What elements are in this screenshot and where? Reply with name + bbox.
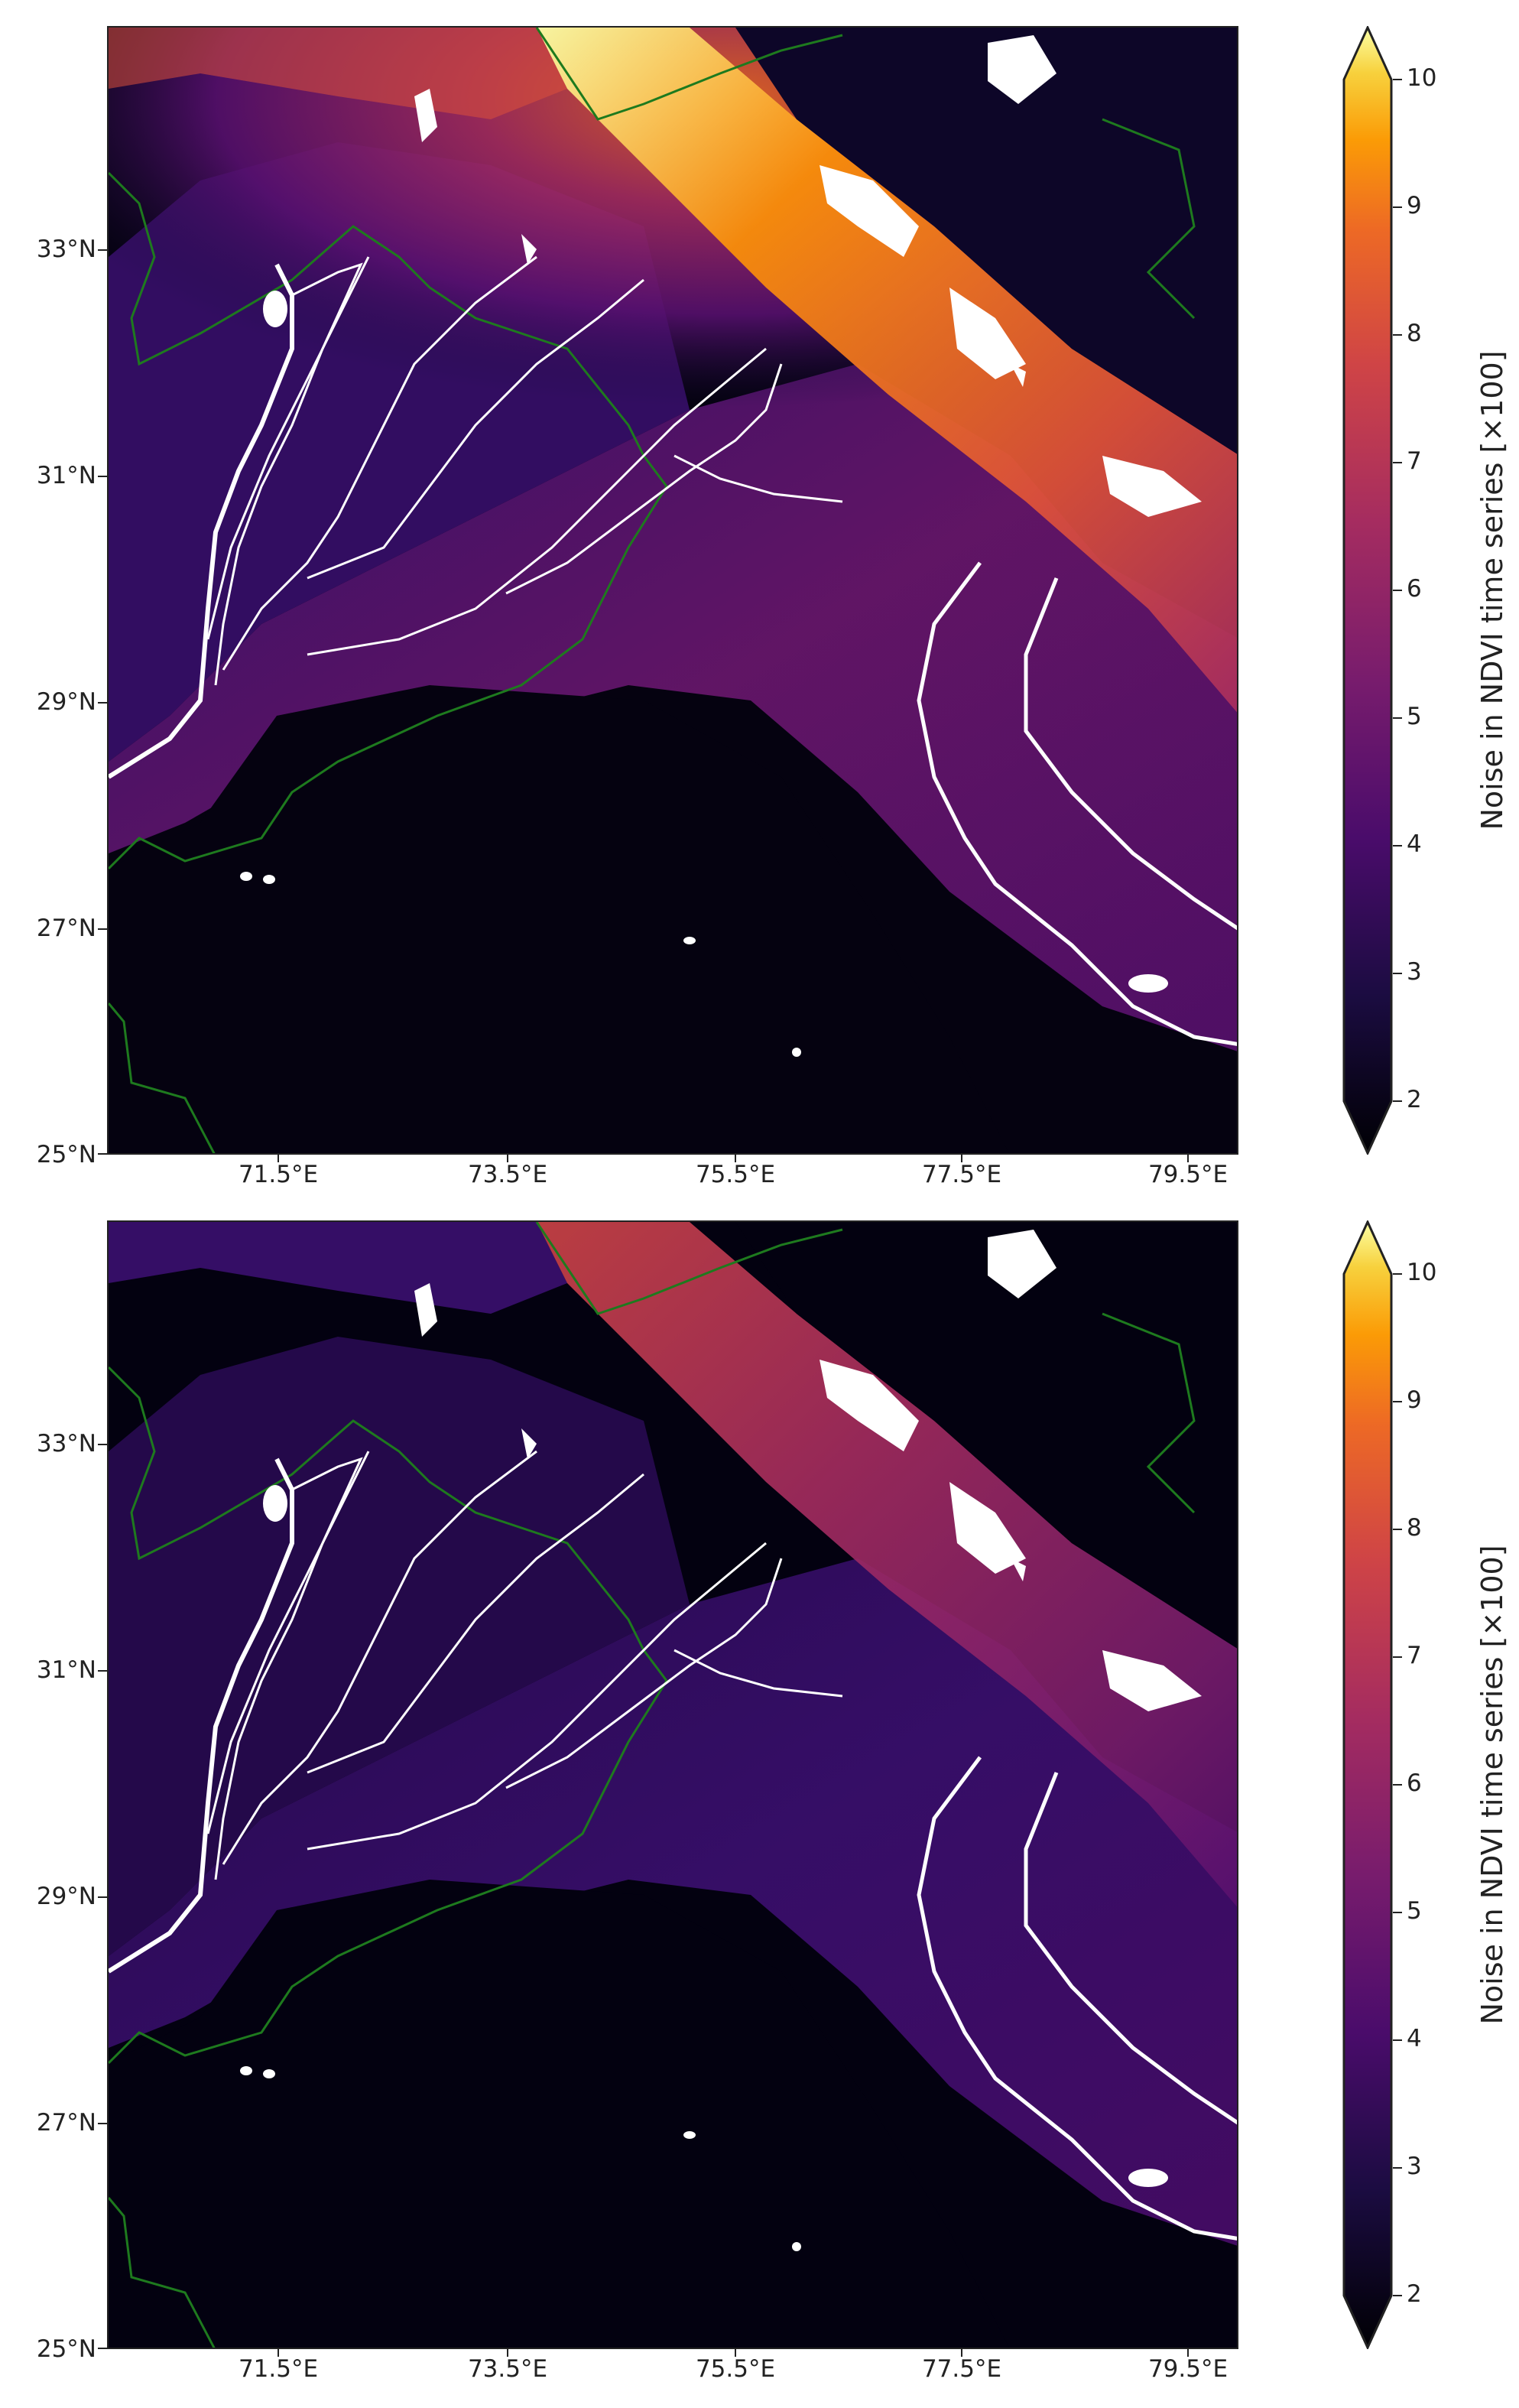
colorbar-tick-label: 2 [1407, 2280, 1422, 2308]
x-tick-mark [961, 1155, 962, 1162]
ndvi-noise-map-bottom [107, 1220, 1238, 2349]
map-raster-bottom [109, 1222, 1237, 2348]
x-tick-label: 75.5°E [695, 2355, 776, 2383]
y-tick-label: 33°N [36, 1430, 96, 1457]
x-tick-label: 77.5°E [921, 2355, 1002, 2383]
colorbar-tick-label: 7 [1407, 447, 1422, 475]
x-tick-label: 73.5°E [467, 2355, 548, 2383]
colorbar-tick-mark [1393, 1529, 1402, 1530]
colorbar-tick-label: 2 [1407, 1086, 1422, 1113]
x-tick-label: 75.5°E [695, 1161, 776, 1188]
colorbar-top [1342, 26, 1393, 1155]
colorbar-tick-mark [1393, 717, 1402, 719]
colorbar-tick-mark [1393, 590, 1402, 591]
x-tick-mark [507, 2349, 508, 2357]
colorbar-tick-mark [1393, 1100, 1402, 1102]
colorbar-tick-mark [1393, 845, 1402, 847]
colorbar-tick-mark [1393, 1273, 1402, 1275]
y-tick-mark [98, 928, 107, 930]
colorbar-tick-mark [1393, 79, 1402, 80]
colorbar-label: Noise in NDVI time series [×100] [1475, 350, 1509, 830]
colorbar-tick-label: 3 [1407, 2153, 1422, 2180]
colorbar-tick-label: 3 [1407, 958, 1422, 986]
colorbar-tick-label: 8 [1407, 1514, 1422, 1542]
y-tick-mark [98, 2348, 107, 2349]
colorbar-tick-label: 5 [1407, 703, 1422, 730]
y-tick-label: 27°N [36, 2109, 96, 2137]
colorbar-tick-mark [1393, 1912, 1402, 1913]
x-tick-label: 79.5°E [1147, 2355, 1229, 2383]
colorbar-tick-mark [1393, 2295, 1402, 2296]
x-tick-label: 79.5°E [1147, 1161, 1229, 1188]
map-panel-top: 33°N 31°N 29°N 27°N 25°N 71.5°E 73.5°E 7… [0, 0, 1519, 1193]
x-tick-mark [1187, 1155, 1189, 1162]
colorbar-tick-mark [1393, 462, 1402, 463]
y-tick-mark [98, 702, 107, 704]
y-tick-label: 25°N [36, 2335, 96, 2363]
map-raster-top [109, 28, 1237, 1153]
x-tick-label: 71.5°E [238, 1161, 319, 1188]
x-tick-mark [961, 2349, 962, 2357]
x-tick-mark [1187, 2349, 1189, 2357]
y-tick-mark [98, 476, 107, 477]
colorbar-tick-mark [1393, 1784, 1402, 1786]
y-tick-mark [98, 1153, 107, 1155]
y-tick-mark [98, 1670, 107, 1672]
x-tick-label: 71.5°E [238, 2355, 319, 2383]
y-tick-mark [98, 1444, 107, 1445]
colorbar-bottom [1342, 1220, 1393, 2349]
colorbar-tick-mark [1393, 1401, 1402, 1402]
colorbar-tick-label: 7 [1407, 1642, 1422, 1669]
colorbar-tick-label: 10 [1407, 64, 1437, 92]
colorbar-tick-label: 6 [1407, 575, 1422, 603]
colorbar-tick-label: 9 [1407, 192, 1422, 219]
colorbar-tick-mark [1393, 1656, 1402, 1658]
colorbar-tick-mark [1393, 973, 1402, 974]
colorbar-tick-mark [1393, 206, 1402, 208]
y-tick-label: 31°N [36, 1656, 96, 1684]
map-panel-bottom: 33°N 31°N 29°N 27°N 25°N 71.5°E 73.5°E 7… [0, 1193, 1519, 2386]
y-tick-label: 27°N [36, 915, 96, 942]
ndvi-noise-map-top [107, 26, 1238, 1155]
colorbar-tick-label: 9 [1407, 1386, 1422, 1414]
y-tick-label: 31°N [36, 462, 96, 489]
y-tick-label: 33°N [36, 236, 96, 263]
y-tick-label: 25°N [36, 1141, 96, 1168]
x-tick-mark [278, 1155, 279, 1162]
y-tick-label: 29°N [36, 688, 96, 716]
y-tick-mark [98, 2123, 107, 2124]
colorbar-tick-mark [1393, 334, 1402, 336]
y-tick-mark [98, 1896, 107, 1898]
x-tick-label: 73.5°E [467, 1161, 548, 1188]
x-tick-mark [507, 1155, 508, 1162]
x-tick-mark [735, 1155, 736, 1162]
colorbar-tick-label: 4 [1407, 2025, 1422, 2052]
colorbar-tick-mark [1393, 2167, 1402, 2169]
colorbar-tick-label: 10 [1407, 1259, 1437, 1286]
y-tick-mark [98, 249, 107, 251]
colorbar-tick-mark [1393, 2039, 1402, 2041]
colorbar-label: Noise in NDVI time series [×100] [1475, 1545, 1509, 2025]
x-tick-label: 77.5°E [921, 1161, 1002, 1188]
colorbar-tick-label: 4 [1407, 830, 1422, 858]
colorbar-tick-label: 6 [1407, 1769, 1422, 1797]
x-tick-mark [735, 2349, 736, 2357]
colorbar-tick-label: 8 [1407, 320, 1422, 347]
colorbar-tick-label: 5 [1407, 1897, 1422, 1925]
x-tick-mark [278, 2349, 279, 2357]
y-tick-label: 29°N [36, 1883, 96, 1910]
